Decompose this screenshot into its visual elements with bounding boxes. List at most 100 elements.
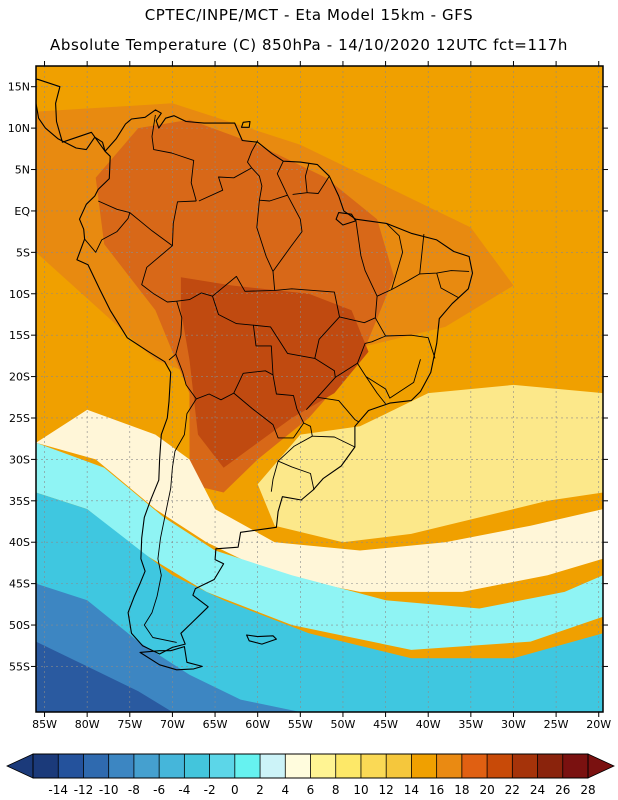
lon-tick-label: 30W xyxy=(501,718,526,731)
colorbar-label: -4 xyxy=(178,783,190,797)
zone-cyan-band xyxy=(36,492,603,712)
colorbar-high-arrow xyxy=(587,753,615,779)
border-brazil-state-5 xyxy=(314,316,340,359)
border-guyana-brazil xyxy=(251,167,288,202)
lon-tick-label: 85W xyxy=(32,718,57,731)
border-brazil-state-10 xyxy=(436,272,460,299)
title-line-1: CPTEC/INPE/MCT - Eta Model 15km - GFS xyxy=(144,6,474,24)
colorbar-label: 18 xyxy=(454,783,469,797)
lat-tick-label: 30S xyxy=(9,453,30,466)
colorbar-frame xyxy=(32,753,589,779)
colorbar-label: 12 xyxy=(379,783,394,797)
colorbar-swatch xyxy=(234,754,261,778)
latitude-axis: 15N 10N 5N EQ 5S 10S 15S 20S 25S 30S 35S 40S 45S 50S 5… xyxy=(8,81,608,673)
border-paraguay-argentina xyxy=(233,392,305,439)
colorbar-swatch xyxy=(562,754,589,778)
colorbar-label: -10 xyxy=(99,783,119,797)
border-paraguay-brazil xyxy=(272,374,305,424)
border-brazil-state-12 xyxy=(357,359,421,399)
colorbar-label: 26 xyxy=(555,783,570,797)
border-brazil-state-11 xyxy=(385,334,436,359)
zone-cream-band xyxy=(36,409,603,592)
colorbar-swatch xyxy=(436,754,463,778)
border-chile-argentina xyxy=(143,398,197,643)
colorbar-label: -12 xyxy=(74,783,94,797)
colorbar-label: 28 xyxy=(580,783,595,797)
border-brazil-state-1 xyxy=(212,200,276,297)
colorbar-label: 8 xyxy=(332,783,340,797)
colorbar-swatch xyxy=(58,754,84,778)
border-brazil-state-7 xyxy=(376,234,425,297)
lon-tick-label: 80W xyxy=(75,718,100,731)
border-uruguay-brazil xyxy=(277,460,315,491)
country-borders xyxy=(84,114,470,643)
colorbar-swatch xyxy=(461,754,488,778)
colorbar-low-arrow xyxy=(6,753,34,779)
colorbar-label: 22 xyxy=(505,783,520,797)
lat-tick-label: 20S xyxy=(9,371,30,384)
border-peru-brazil xyxy=(141,245,177,303)
colorbar-label: 10 xyxy=(353,783,368,797)
colorbar-swatch xyxy=(487,754,513,778)
temperature-zones xyxy=(36,103,603,712)
map-plot-area xyxy=(36,66,603,712)
border-colombia-south xyxy=(98,200,197,247)
colorbar-label: 14 xyxy=(404,783,419,797)
border-guyana-suriname xyxy=(276,161,288,196)
border-guiana-brazil xyxy=(307,175,330,194)
lat-tick-label: 15S xyxy=(9,329,30,342)
border-brazil-state-6 xyxy=(335,317,387,378)
colorbar-label: 6 xyxy=(307,783,315,797)
lat-tick-label: 5S xyxy=(16,246,30,259)
lat-tick-label: 50S xyxy=(9,619,30,632)
longitude-axis: 85W 80W 75W 70W 65W 60W 55W 50W 45W 40W 35W 30W 25W 2… xyxy=(32,61,611,731)
colorbar-swatch xyxy=(512,754,538,778)
colorbar-swatch xyxy=(335,754,362,778)
outline-falkland-islands xyxy=(246,634,277,645)
colorbar-swatch xyxy=(285,754,311,778)
colorbar-swatch xyxy=(537,754,564,778)
border-bolivia-brazil xyxy=(176,292,274,375)
lon-tick-label: 35W xyxy=(458,718,483,731)
outline-south-america xyxy=(76,109,474,655)
colorbar-swatch xyxy=(209,754,236,778)
zone-dark-blue-core xyxy=(36,641,173,712)
colorbar-label: 4 xyxy=(281,783,289,797)
colorbar-swatch xyxy=(83,754,109,778)
colorbar-swatch xyxy=(360,754,387,778)
lon-tick-label: 45W xyxy=(373,718,398,731)
lat-tick-label: 5N xyxy=(15,164,30,177)
lon-tick-label: 55W xyxy=(288,718,313,731)
colorbar-label: -8 xyxy=(128,783,140,797)
lat-tick-label: 35S xyxy=(9,495,30,508)
border-brazil-state-3 xyxy=(272,194,303,272)
outline-trinidad xyxy=(240,120,251,128)
border-venezuela-guyana-brazil xyxy=(198,140,259,202)
lat-tick-label: 45S xyxy=(9,578,30,591)
border-brazil-state-13 xyxy=(317,396,360,423)
border-brazil-state-8 xyxy=(386,223,404,290)
border-bolivia-chile xyxy=(175,354,197,400)
lat-tick-label: 10S xyxy=(9,288,30,301)
lon-tick-label: 20W xyxy=(586,718,611,731)
border-brazil-state-9 xyxy=(419,270,470,275)
colorbar-swatch xyxy=(133,754,160,778)
colorbar-swatch xyxy=(260,754,286,778)
colorbar-swatch xyxy=(411,754,437,778)
colorbar-label: 0 xyxy=(231,783,239,797)
colorbar-swatch xyxy=(159,754,185,778)
zone-light-cyan-band xyxy=(36,442,603,650)
lon-tick-label: 70W xyxy=(160,718,185,731)
border-brazil-state-15 xyxy=(365,376,386,405)
colorbar-label: -6 xyxy=(153,783,165,797)
title-line-2: Absolute Temperature (C) 850hPa - 14/10/… xyxy=(49,36,569,54)
border-argentina-brazil-uruguay xyxy=(270,422,313,492)
border-brazil-state-14 xyxy=(312,435,356,448)
lat-tick-label: 40S xyxy=(9,536,30,549)
land-outlines xyxy=(36,78,474,671)
border-ecuador-peru xyxy=(84,212,131,253)
colorbar-label: 16 xyxy=(429,783,444,797)
lat-tick-label: 25S xyxy=(9,412,30,425)
lon-tick-label: 60W xyxy=(245,718,270,731)
